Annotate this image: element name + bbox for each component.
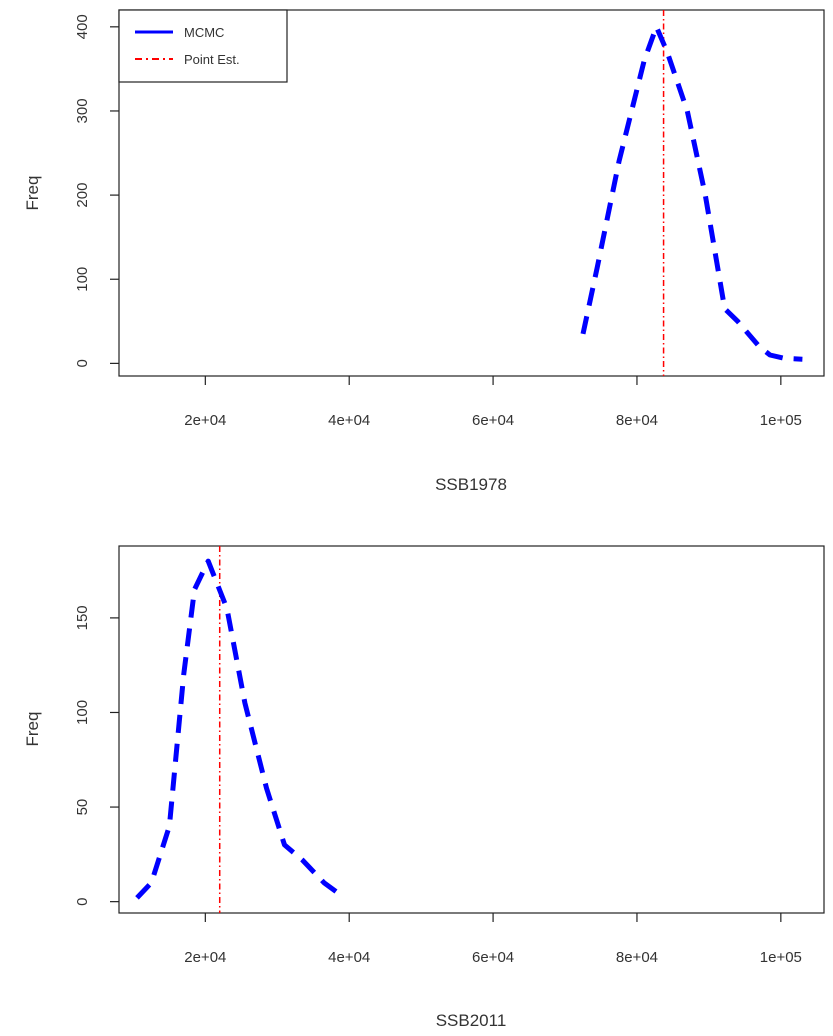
x-tick-label: 1e+05 [760,949,802,966]
y-axis: 0 100 200 300 400 [74,14,119,368]
legend-box [118,9,288,83]
x-tick-label: 8e+04 [616,412,658,429]
x-axis: 2e+04 4e+04 6e+04 8e+04 1e+05 [184,376,802,429]
plot-frame [118,9,825,377]
legend-label-mcmc: MCMC [184,25,224,40]
mcmc-series-line [580,24,803,362]
y-axis-title: Freq [23,176,42,211]
panel-ssb1978: 2e+04 4e+04 6e+04 8e+04 1e+05 0100200300400 … [23,9,825,494]
x-tick-label: 4e+04 [328,412,370,429]
y-axis-title: Freq [23,712,42,747]
y-tick-label: 400 [74,14,91,39]
y-tick-label: 100 [74,267,91,292]
legend: MCMC Point Est. [118,9,288,83]
x-tick-label: 4e+04 [328,949,370,966]
x-axis: 2e+04 4e+04 6e+04 8e+04 1e+05 [184,913,802,966]
y-axis: 0 50 100 150 [74,605,119,906]
legend-label-point-est: Point Est. [184,52,240,67]
plot-frame [118,545,825,914]
y-tick-label: 150 [74,605,91,630]
y-tick-label: 100 [74,700,91,725]
y-tick-label: 200 [74,183,91,208]
x-tick-label: 6e+04 [472,949,514,966]
x-tick-label: 2e+04 [184,412,226,429]
panel-ssb2011: 2e+04 4e+04 6e+04 8e+04 1e+05 0 50 100 150 SSB2… [23,545,825,1030]
x-tick-label: 8e+04 [616,949,658,966]
y-tick-label: 0 [74,359,91,367]
y-tick-label: 0 [74,897,91,905]
x-tick-label: 6e+04 [472,412,514,429]
mcmc-series-line [135,558,344,900]
x-axis-title: SSB1978 [435,475,507,494]
x-tick-label: 2e+04 [184,949,226,966]
y-tick-label: 50 [74,799,91,816]
x-axis-title: SSB2011 [436,1011,507,1030]
x-tick-label: 1e+05 [760,412,802,429]
y-tick-label: 300 [74,98,91,123]
